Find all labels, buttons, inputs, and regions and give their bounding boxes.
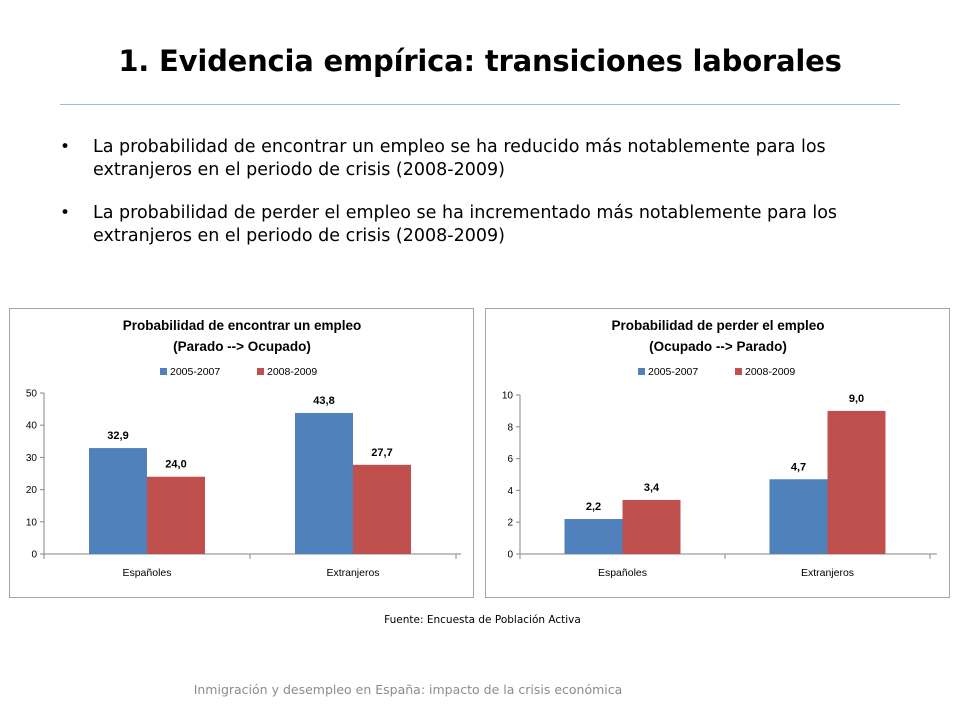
bar xyxy=(147,476,205,554)
data-label: 4,7 xyxy=(791,461,806,473)
bar xyxy=(769,479,828,554)
bullet-item: • La probabilidad de perder el empleo se… xyxy=(60,202,920,248)
y-tick-label: 10 xyxy=(26,517,38,528)
bullet-text: La probabilidad de encontrar un empleo s… xyxy=(93,137,826,180)
legend-swatch xyxy=(735,368,742,375)
x-tick-label: Extranjeros xyxy=(326,567,379,579)
x-tick-label: Extranjeros xyxy=(801,567,854,579)
bar xyxy=(564,519,623,554)
legend-swatch xyxy=(257,368,264,375)
source-note: Fuente: Encuesta de Población Activa xyxy=(384,614,581,626)
chart-find-job-svg: Probabilidad de encontrar un empleo (Para… xyxy=(26,318,461,579)
bullet-list: • La probabilidad de encontrar un empleo… xyxy=(60,136,920,268)
y-tick-label: 50 xyxy=(26,389,38,400)
legend-label: 2008-2009 xyxy=(267,366,317,378)
data-label: 2,2 xyxy=(586,501,601,513)
y-tick-label: 10 xyxy=(502,391,514,402)
bar xyxy=(295,412,353,554)
data-label: 27,7 xyxy=(371,447,392,459)
bullet-symbol: • xyxy=(60,137,71,157)
slide-title: 1. Evidencia empírica: transiciones labo… xyxy=(118,44,842,78)
x-tick-label: Españoles xyxy=(122,567,171,579)
x-tick-label: Españoles xyxy=(598,567,647,579)
y-tick-label: 40 xyxy=(26,421,38,432)
data-label: 3,4 xyxy=(644,482,660,494)
y-tick-label: 6 xyxy=(507,454,513,465)
legend-swatch xyxy=(638,368,645,375)
y-tick-label: 30 xyxy=(26,453,38,464)
chart-find-job: Probabilidad de encontrar un empleo (Para… xyxy=(9,308,474,598)
chart-lose-job: Probabilidad de perder el empleo (Ocupado… xyxy=(485,308,950,598)
chart-subtitle: (Ocupado --> Parado) xyxy=(649,339,787,354)
data-label: 43,8 xyxy=(313,395,334,407)
data-label: 24,0 xyxy=(165,459,186,471)
bar xyxy=(89,448,147,554)
chart-title: Probabilidad de perder el empleo xyxy=(611,318,824,333)
data-label: 9,0 xyxy=(849,393,864,405)
y-tick-label: 20 xyxy=(26,485,38,496)
legend-label: 2005-2007 xyxy=(648,366,698,378)
legend-label: 2008-2009 xyxy=(745,366,795,378)
y-tick-label: 0 xyxy=(507,550,513,561)
bar xyxy=(622,499,681,554)
bar xyxy=(827,410,886,554)
legend-label: 2005-2007 xyxy=(170,366,220,378)
bullet-symbol: • xyxy=(60,203,71,223)
legend-swatch xyxy=(160,368,167,375)
y-tick-label: 8 xyxy=(507,422,513,433)
y-tick-label: 4 xyxy=(507,486,513,497)
y-tick-label: 0 xyxy=(31,550,37,561)
data-label: 32,9 xyxy=(107,430,128,442)
bar xyxy=(353,464,411,554)
y-tick-label: 2 xyxy=(507,518,513,529)
bullet-item: • La probabilidad de encontrar un empleo… xyxy=(60,136,920,182)
chart-title: Probabilidad de encontrar un empleo xyxy=(123,318,362,333)
slide-footer: Inmigración y desempleo en España: impac… xyxy=(193,682,623,697)
chart-lose-job-svg: Probabilidad de perder el empleo (Ocupado… xyxy=(502,318,937,579)
chart-subtitle: (Parado --> Ocupado) xyxy=(173,339,311,354)
title-divider xyxy=(60,104,900,105)
bullet-text: La probabilidad de perder el empleo se h… xyxy=(93,203,838,246)
